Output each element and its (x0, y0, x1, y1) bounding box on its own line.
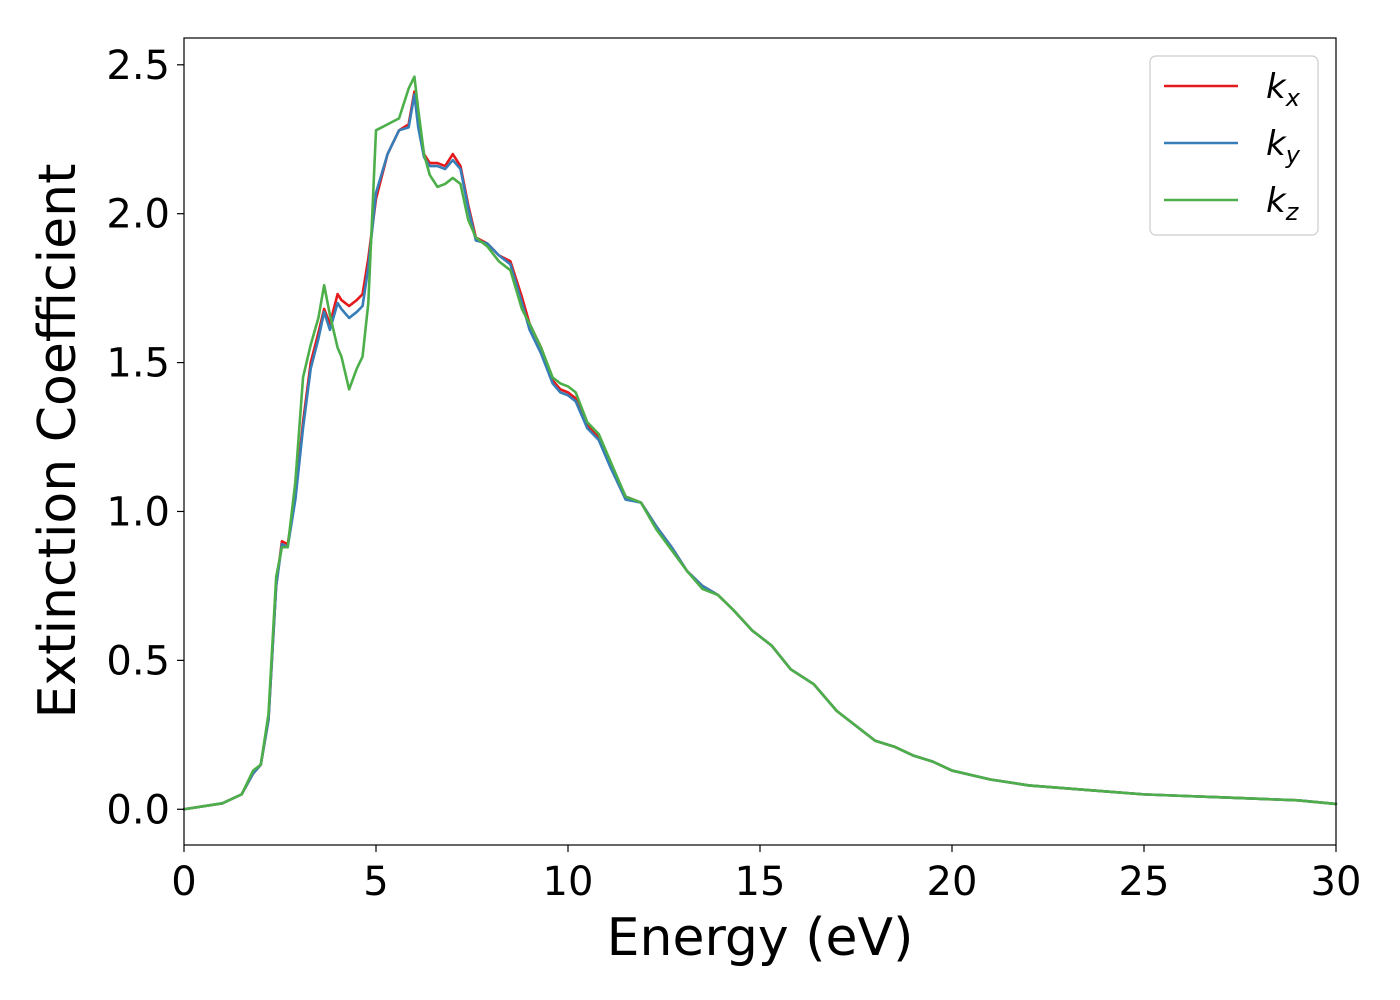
x-tick-label: 0 (171, 859, 196, 905)
y-tick-label: 1.0 (106, 489, 170, 535)
x-tick-label: 30 (1311, 859, 1362, 905)
x-tick-label: 20 (927, 859, 978, 905)
y-tick-label: 1.5 (106, 341, 170, 387)
y-tick-label: 0.5 (106, 638, 170, 684)
y-tick-label: 0.0 (106, 787, 170, 833)
x-axis: 0 5 10 15 20 25 30 (171, 845, 1361, 905)
y-axis-title: Extinction Coefficient (28, 164, 88, 719)
x-tick-label: 25 (1119, 859, 1170, 905)
legend-label-x: kx (1266, 67, 1301, 112)
x-tick-label: 5 (363, 859, 388, 905)
y-tick-label: 2.0 (106, 192, 170, 238)
legend: kx ky kz (1149, 55, 1319, 236)
legend-label-z: kz (1266, 181, 1300, 226)
plot-background (184, 38, 1336, 845)
y-tick-label: 2.5 (106, 43, 170, 89)
series-line-z (182, 75, 1338, 811)
y-axis: 0.0 0.5 1.0 1.5 2.0 2.5 (106, 43, 184, 833)
series-layer (182, 75, 1338, 811)
x-tick-label: 15 (735, 859, 786, 905)
x-axis-title: Energy (eV) (607, 908, 914, 968)
legend-label-y: ky (1266, 124, 1301, 169)
x-tick-label: 10 (543, 859, 594, 905)
legend-box (1149, 55, 1319, 236)
